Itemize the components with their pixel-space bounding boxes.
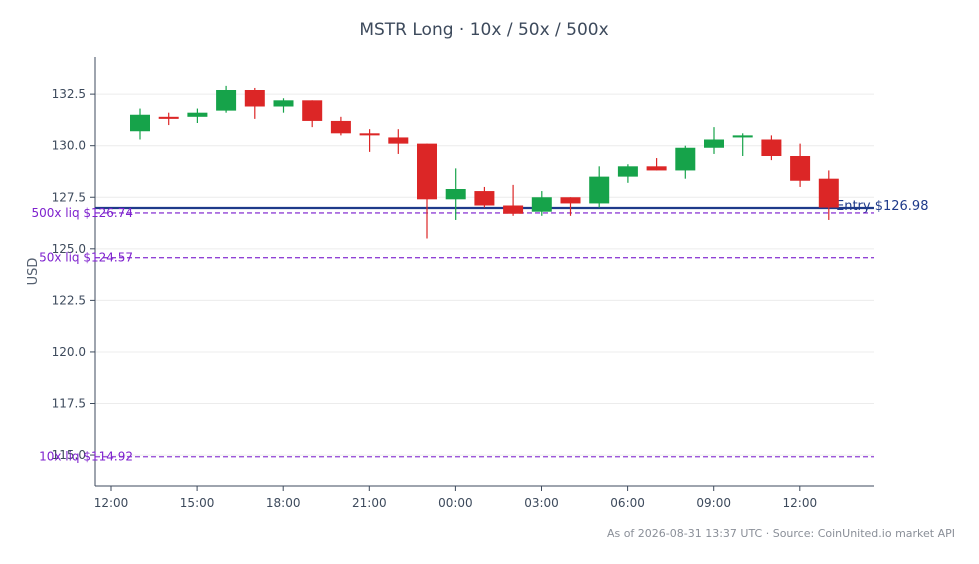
candle-up xyxy=(704,127,724,154)
candle-body xyxy=(675,147,696,171)
candle-up xyxy=(617,164,638,183)
y-tick-label: 127.5 xyxy=(52,190,86,204)
candle-up xyxy=(187,108,208,123)
candle-body xyxy=(761,139,782,156)
candle-body xyxy=(617,166,638,177)
candle-body xyxy=(704,139,724,148)
candle-up xyxy=(531,191,552,216)
liquidation-label: 50x liq $124.57 xyxy=(39,251,133,265)
candle-down xyxy=(818,170,839,220)
x-tick-label: 00:00 xyxy=(438,496,473,510)
entry-price-label: Entry $126.98 xyxy=(836,199,928,214)
candle-body xyxy=(445,189,466,200)
candle-down xyxy=(790,143,811,187)
x-tick-label: 15:00 xyxy=(180,496,215,510)
liquidation-label: 10x liq $114.92 xyxy=(39,450,133,464)
candle-body xyxy=(818,178,839,208)
candle-up xyxy=(732,133,753,156)
candle-body xyxy=(732,135,753,138)
y-tick-label: 117.5 xyxy=(52,397,86,411)
candle-body xyxy=(359,133,380,136)
candle-body xyxy=(244,90,265,107)
candle-body xyxy=(130,114,150,132)
candle-up xyxy=(675,145,696,179)
candle-down xyxy=(359,129,380,152)
candle-down xyxy=(302,100,323,128)
x-tick-label: 12:00 xyxy=(783,496,818,510)
x-tick-label: 18:00 xyxy=(266,496,301,510)
candle-up xyxy=(130,108,150,140)
candle-body xyxy=(388,137,409,144)
candle-body xyxy=(273,100,294,107)
candle-down xyxy=(560,197,581,216)
y-tick-label: 120.0 xyxy=(52,345,86,359)
x-tick-label: 09:00 xyxy=(696,496,731,510)
candle-up xyxy=(445,168,466,220)
y-axis-title: USD xyxy=(26,258,41,286)
candle-down xyxy=(646,158,667,171)
candle-body xyxy=(790,156,811,181)
x-tick-label: 21:00 xyxy=(352,496,387,510)
candle-up xyxy=(589,166,610,208)
candle-up xyxy=(216,85,237,113)
candle-body xyxy=(417,143,437,200)
candle-down xyxy=(330,116,351,136)
candle-body xyxy=(589,176,610,204)
x-tick-label: 12:00 xyxy=(94,496,129,510)
candle-down xyxy=(244,87,265,119)
candle-down xyxy=(761,135,782,161)
y-tick-label: 125.0 xyxy=(52,242,86,256)
y-tick-label: 130.0 xyxy=(52,139,86,153)
candle-body xyxy=(330,120,351,134)
candle-body xyxy=(187,112,208,117)
candle-down xyxy=(417,143,437,239)
liquidation-label: 500x liq $126.74 xyxy=(31,206,133,220)
y-tick-label: 115.0 xyxy=(52,448,86,462)
candle-down xyxy=(158,112,179,126)
candle-body xyxy=(646,166,667,171)
candle-body xyxy=(216,90,237,111)
candle-down xyxy=(503,184,524,216)
candle-up xyxy=(273,98,294,113)
candle-body xyxy=(158,116,179,119)
candle-body xyxy=(531,197,552,212)
candle-body xyxy=(560,197,581,204)
chart-footnote: As of 2026-08-31 13:37 UTC · Source: Coi… xyxy=(606,527,955,540)
y-tick-label: 132.5 xyxy=(52,87,86,101)
candle-down xyxy=(474,186,495,208)
y-tick-label: 122.5 xyxy=(52,293,86,307)
x-tick-label: 06:00 xyxy=(610,496,645,510)
chart-title: MSTR Long · 10x / 50x / 500x xyxy=(359,20,609,40)
candle-body xyxy=(503,205,524,214)
candle-down xyxy=(388,129,409,154)
candle-body xyxy=(302,100,323,121)
candle-body xyxy=(474,191,495,206)
x-tick-label: 03:00 xyxy=(524,496,559,510)
